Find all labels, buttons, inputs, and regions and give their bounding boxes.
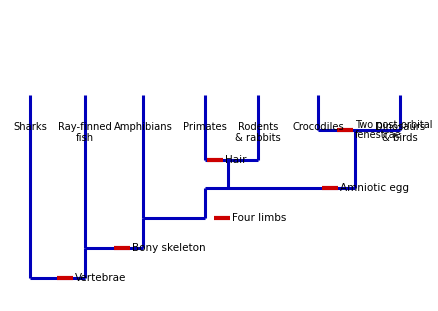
- Text: Four limbs: Four limbs: [231, 213, 286, 223]
- Text: Bony skeleton: Bony skeleton: [132, 243, 205, 253]
- Text: Sharks: Sharks: [13, 122, 47, 132]
- Text: Two post-orbital
fenestrae: Two post-orbital fenestrae: [354, 120, 431, 140]
- Text: Dinosaurs
& birds: Dinosaurs & birds: [374, 122, 424, 143]
- Text: Ray-finned
fish: Ray-finned fish: [58, 122, 112, 143]
- Text: Rodents
& rabbits: Rodents & rabbits: [235, 122, 280, 143]
- Text: Primates: Primates: [183, 122, 226, 132]
- Text: Hair: Hair: [225, 155, 246, 165]
- Text: Vertebrae: Vertebrae: [75, 273, 126, 283]
- Text: Amniotic egg: Amniotic egg: [339, 183, 408, 193]
- Text: Crocodiles: Crocodiles: [291, 122, 343, 132]
- Text: Amphibians: Amphibians: [113, 122, 172, 132]
